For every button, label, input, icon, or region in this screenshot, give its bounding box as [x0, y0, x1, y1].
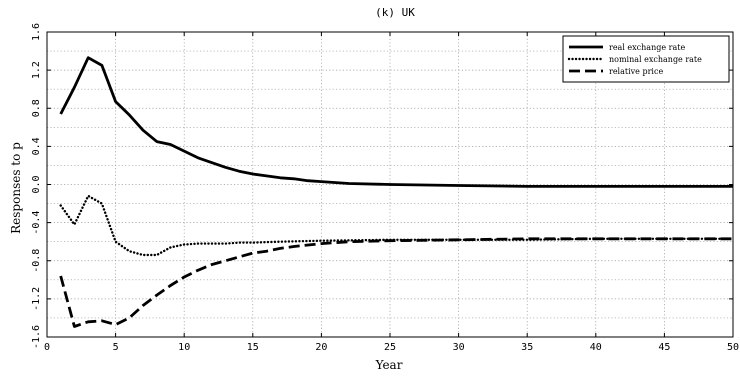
y-tick-label: 1.2: [31, 61, 42, 79]
series-line-real-exchange-rate: [59, 56, 733, 188]
x-tick-label: 20: [315, 342, 327, 353]
x-tick-label: 30: [453, 342, 465, 353]
y-tick-label: 0.8: [31, 99, 42, 117]
legend-label-relative-price: relative price: [609, 67, 663, 76]
legend: real exchange rate nominal exchange rate r…: [562, 35, 730, 83]
x-tick-label: 40: [590, 342, 602, 353]
y-tick-label: 0.4: [31, 137, 42, 155]
y-axis-title: Responses to p: [9, 142, 23, 234]
chart-title: (k) UK: [375, 6, 415, 19]
x-tick-label: 50: [727, 342, 739, 353]
y-tick-label: -1.6: [31, 325, 42, 349]
x-tick-label: 25: [384, 342, 396, 353]
y-tick-label: 1.6: [31, 23, 42, 41]
series-lines: [59, 56, 735, 328]
x-tick-labels: 0 5 10 15 20 25 30 35 40 45 50: [44, 342, 739, 353]
x-tick-label: 15: [247, 342, 259, 353]
y-tick-labels: -1.6 -1.2 -0.8 -0.4 0.0 0.4 0.8 1.2 1.6: [31, 23, 42, 349]
y-tick-label: -1.2: [31, 287, 42, 311]
axis-ticks: [46, 31, 734, 338]
legend-label-nominal-exchange-rate: nominal exchange rate: [609, 55, 702, 64]
series-line-relative-price: [59, 237, 733, 328]
legend-items: real exchange rate nominal exchange rate r…: [567, 43, 702, 76]
y-tick-label: -0.8: [31, 249, 42, 273]
x-tick-label: 45: [658, 342, 670, 353]
y-tick-label: 0.0: [31, 175, 42, 193]
x-tick-label: 5: [113, 342, 119, 353]
series-line-nominal-exchange-rate: [59, 194, 735, 257]
legend-label-real-exchange-rate: real exchange rate: [609, 43, 685, 52]
x-tick-label: 35: [521, 342, 533, 353]
x-axis-title: Year: [375, 358, 403, 372]
y-tick-label: -0.4: [31, 211, 42, 235]
x-tick-label: 0: [44, 342, 50, 353]
x-tick-label: 10: [178, 342, 190, 353]
